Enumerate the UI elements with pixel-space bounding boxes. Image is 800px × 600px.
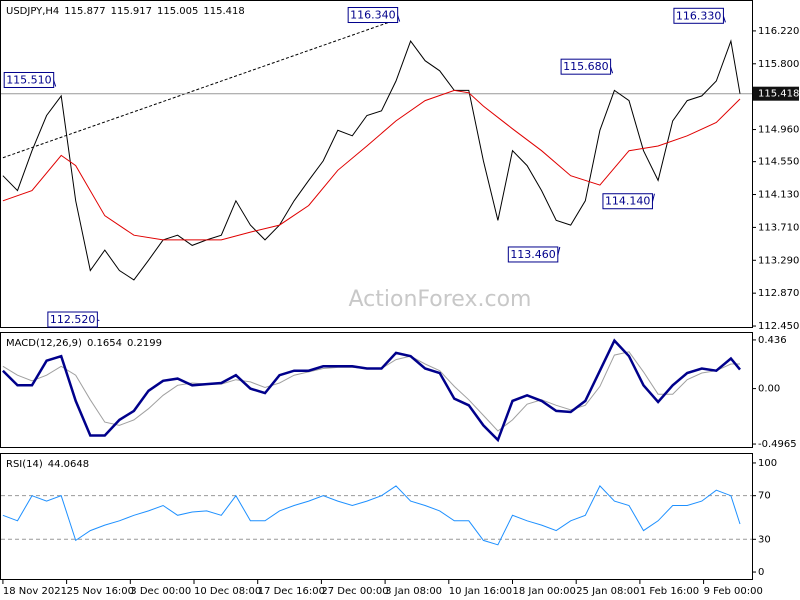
- annotation-connector: [610, 67, 614, 74]
- y-tick-label: -0.4965: [758, 439, 797, 450]
- annotation-label: 116.330: [676, 9, 722, 22]
- x-tick-label: 17 Dec 16:00: [258, 586, 325, 597]
- y-tick-label: 112.870: [758, 288, 799, 299]
- annotation-label: 115.680: [563, 60, 609, 73]
- y-tick-label: 113.710: [758, 222, 799, 233]
- panel-reading: 115.917: [111, 6, 152, 17]
- panel-frame: [0, 453, 753, 580]
- panel-title: USDJPY,H4: [6, 6, 59, 17]
- watermark: ActionForex.com: [349, 287, 532, 312]
- series-line: [2, 39, 741, 281]
- y-tick-label: 0.00: [758, 384, 780, 395]
- series-line: [2, 89, 741, 241]
- y-tick-label: 0.436: [758, 335, 787, 346]
- panel-reading: 0.2199: [127, 338, 162, 349]
- panel-frame: [0, 0, 753, 328]
- panel-header: USDJPY,H4 115.877 115.917 115.005 115.418: [6, 6, 245, 17]
- annotation-connector: [397, 15, 401, 22]
- y-tick-label: 115.800: [758, 59, 799, 70]
- panel-title: MACD(12,26,9): [6, 338, 82, 349]
- y-tick-label: 116.220: [758, 26, 799, 37]
- y-tick-label: 114.130: [758, 190, 799, 201]
- panel-reading: 115.418: [203, 6, 244, 17]
- annotation-label: 113.460: [510, 248, 556, 261]
- y-tick-label: 100: [758, 458, 777, 469]
- x-tick-label: 25 Jan 08:00: [576, 586, 639, 597]
- annotation-label: 114.140: [605, 195, 651, 208]
- annotation-box: [47, 311, 98, 328]
- x-tick-label: 3 Jan 08:00: [385, 586, 442, 597]
- y-tick-label: 112.450: [758, 321, 799, 332]
- x-tick-label: 1 Feb 16:00: [640, 586, 699, 597]
- y-tick-label: 0: [758, 567, 764, 578]
- x-tick-label: 3 Dec 00:00: [130, 586, 191, 597]
- last-price-label: 115.418: [758, 89, 799, 100]
- y-tick-label: 113.290: [758, 255, 799, 266]
- annotation-label: 115.510: [6, 73, 52, 86]
- panel-title: RSI(14): [6, 459, 43, 470]
- annotation-box: [560, 58, 612, 75]
- x-tick-label: 18 Nov 2021: [3, 586, 67, 597]
- annotation-connector: [722, 16, 726, 23]
- panel-frame: [0, 332, 753, 448]
- annotation-connector: [557, 246, 561, 256]
- y-tick-label: 114.550: [758, 157, 799, 168]
- panel-reading: 115.877: [64, 6, 105, 17]
- y-tick-label: 70: [758, 491, 771, 502]
- trendline: [2, 18, 399, 159]
- last-price-box: [753, 86, 799, 101]
- panel-reading: 44.0648: [48, 459, 89, 470]
- panel-reading: 115.005: [157, 6, 198, 17]
- x-tick-label: 10 Dec 08:00: [194, 586, 261, 597]
- x-tick-label: 9 Feb 00:00: [704, 586, 763, 597]
- annotation-connector: [97, 319, 100, 322]
- annotation-label: 116.340: [350, 9, 396, 22]
- annotation-label: 112.520: [50, 313, 96, 326]
- y-tick-label: 30: [758, 534, 771, 545]
- annotation-box: [347, 7, 399, 24]
- annotation-box: [673, 7, 724, 24]
- series-line: [2, 485, 741, 546]
- x-tick-label: 25 Nov 16:00: [67, 586, 134, 597]
- annotation-connector: [53, 80, 57, 87]
- annotation-box: [3, 71, 55, 88]
- x-tick-label: 10 Jan 16:00: [449, 586, 512, 597]
- x-tick-label: 18 Jan 00:00: [512, 586, 575, 597]
- panel-reading: 0.1654: [87, 338, 122, 349]
- x-tick-label: 27 Dec 00:00: [321, 586, 388, 597]
- panel-header: MACD(12,26,9) 0.1654 0.2199: [6, 338, 162, 349]
- panel-header: RSI(14) 44.0648: [6, 459, 89, 470]
- y-tick-label: 114.960: [758, 125, 799, 136]
- annotation-connector: [651, 193, 655, 202]
- series-line: [2, 338, 741, 443]
- series-line: [2, 351, 740, 432]
